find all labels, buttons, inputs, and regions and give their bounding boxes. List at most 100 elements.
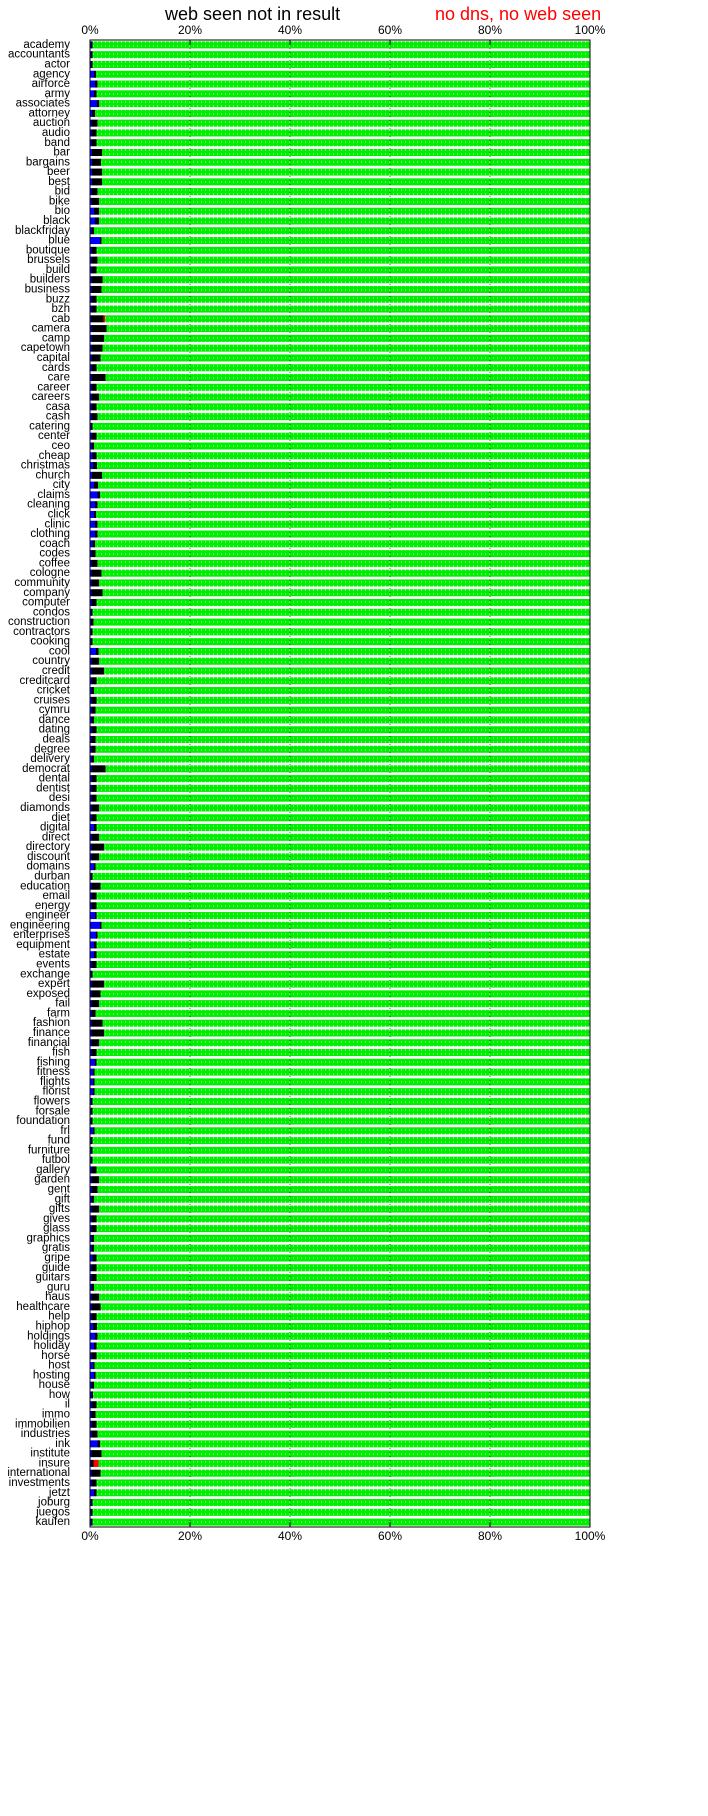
bar-texture (102, 589, 590, 597)
bar-texture (94, 1068, 590, 1076)
y-tick-label: frl (60, 1125, 70, 1137)
bar-segment (90, 647, 96, 655)
bar-segment (90, 344, 92, 352)
y-tick-label: international (7, 1467, 70, 1479)
bar-segment (90, 1420, 92, 1428)
bar-segment (90, 217, 95, 225)
bar-segment (90, 1049, 92, 1057)
y-tick-label: cleaning (27, 499, 70, 511)
bar-texture (93, 1391, 590, 1399)
bar-texture (97, 1430, 590, 1438)
bar-segment (91, 432, 97, 440)
bar-texture (96, 364, 590, 372)
bar-texture (94, 716, 590, 724)
x-tick-label: 100% (575, 23, 606, 37)
bar-segment (91, 569, 102, 577)
bar-texture (96, 784, 590, 792)
bar-segment (91, 1313, 97, 1321)
bar-texture (96, 510, 590, 518)
bar-segment (90, 1469, 92, 1477)
bar-segment (91, 765, 106, 773)
x-tick-label: 20% (178, 1529, 202, 1543)
bar-texture (96, 677, 590, 685)
bar-texture (96, 794, 590, 802)
bar-segment (91, 334, 104, 342)
y-tick-label: email (43, 890, 70, 902)
bar-segment (92, 148, 102, 157)
bar-segment (91, 726, 97, 734)
bar-segment (91, 1205, 99, 1213)
y-tick-label: clinic (44, 518, 70, 530)
bar-segment (93, 1362, 95, 1370)
y-tick-label: ceo (51, 440, 70, 452)
bar-texture (96, 951, 590, 959)
y-tick-label: black (43, 215, 70, 227)
bar-segment (95, 530, 98, 538)
bar-segment (91, 960, 97, 969)
bar-texture (96, 1274, 590, 1282)
y-tick-label: gratis (42, 1242, 70, 1254)
y-tick-label: cash (46, 411, 70, 423)
bar-texture (96, 403, 590, 411)
bar-texture (97, 413, 590, 421)
bar-segment (93, 1088, 95, 1096)
bar-segment (90, 824, 94, 832)
y-tick-label: auction (33, 117, 70, 129)
bar-segment (91, 1293, 99, 1301)
y-tick-label: career (37, 381, 70, 393)
y-tick-label: education (20, 880, 70, 892)
y-tick-label: futbol (42, 1154, 70, 1166)
bar-segment (90, 237, 100, 245)
bar-texture (92, 1499, 590, 1507)
bar-texture (95, 540, 590, 548)
bar-texture (104, 1029, 590, 1037)
bar-texture (99, 804, 590, 812)
bar-segment (91, 716, 94, 724)
y-tick-label: cab (51, 313, 70, 325)
bar-segment (91, 266, 97, 274)
bar-segment (91, 990, 101, 998)
bar-segment (90, 755, 92, 763)
y-tick-label: healthcare (16, 1301, 70, 1313)
bar-segment (90, 1078, 93, 1086)
y-tick-label: glass (43, 1223, 70, 1235)
bar-texture (97, 520, 590, 528)
bar-segment (91, 970, 93, 978)
y-tick-label: host (48, 1360, 71, 1372)
y-tick-label: direct (42, 831, 71, 843)
bar-segment (90, 1322, 93, 1330)
bar-texture (92, 608, 590, 616)
bar-texture (99, 197, 590, 205)
bar-texture (96, 70, 590, 78)
bar-texture (101, 158, 590, 166)
y-tick-label: exposed (27, 988, 70, 1000)
bar-texture (92, 422, 590, 430)
bar-segment (90, 892, 92, 900)
bar-texture (100, 882, 590, 890)
bar-segment (90, 70, 94, 78)
bar-segment (96, 931, 98, 939)
bar-segment (91, 1146, 93, 1154)
bar-segment (91, 1518, 93, 1526)
bar-segment (92, 1254, 97, 1262)
bar-texture (97, 530, 590, 538)
bar-segment (90, 882, 92, 890)
bar-segment (100, 921, 102, 929)
y-tick-label: il (65, 1399, 70, 1411)
bar-segment (95, 217, 99, 225)
bar-texture (99, 207, 590, 215)
bar-texture (100, 1469, 590, 1477)
bar-segment (90, 158, 92, 166)
bar-segment (91, 295, 97, 303)
bar-texture (101, 237, 590, 245)
bar-segment (91, 227, 94, 235)
bar-segment (91, 1274, 97, 1282)
y-tick-label: graphics (27, 1232, 71, 1244)
bar-segment (91, 667, 104, 675)
bar-segment (90, 1185, 92, 1194)
bar-segment (91, 256, 98, 264)
bar-texture (96, 696, 590, 704)
bar-segment (90, 1293, 92, 1301)
bar-segment (93, 1078, 95, 1086)
bar-segment (90, 1166, 92, 1174)
